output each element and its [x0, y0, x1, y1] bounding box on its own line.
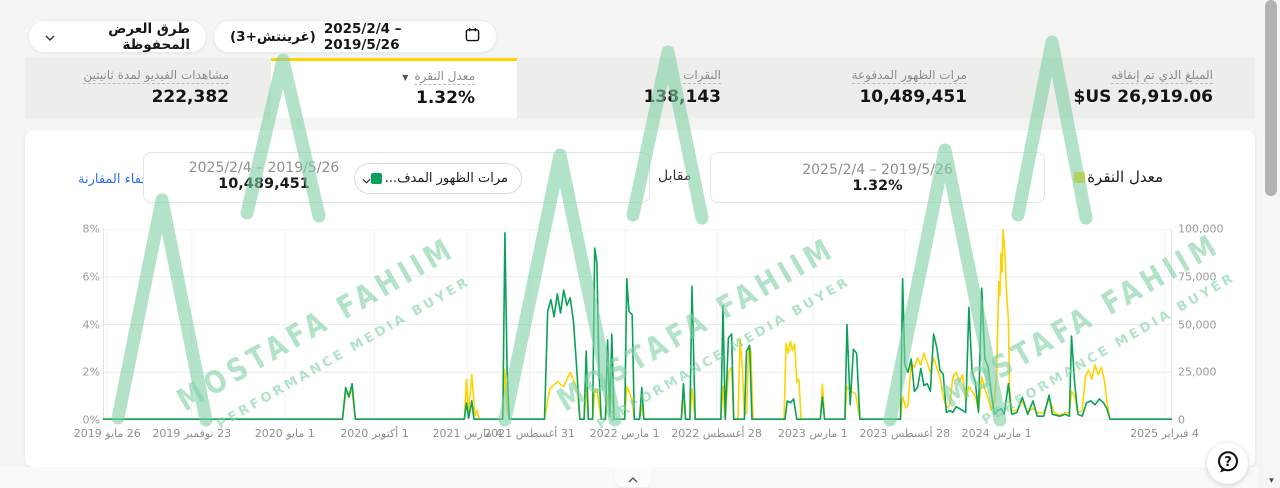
chevron-up-icon [628, 468, 638, 487]
secondary-date-label: 2025/2/4 – 2019/5/26 [802, 161, 953, 178]
date-range-label: 2025/2/4 – 2019/5/26 [323, 20, 402, 53]
right-axis-tick: 50,000 [1178, 318, 1217, 331]
right-axis-tick: 0 [1178, 413, 1185, 427]
metric-label: المبلغ الذي تم إنفاقه [1111, 68, 1213, 84]
primary-series-box: 2025/2/4 – 2019/5/26 10,489,451 مرات الظ… [143, 152, 650, 203]
calendar-icon [465, 27, 480, 46]
question-bubble-icon: ? [1215, 449, 1241, 479]
left-axis-tick: 2% [82, 365, 100, 379]
metrics-strip: المبلغ الذي تم إنفاقه $US 26,919.06 مرات ا… [25, 58, 1255, 118]
versus-label: مقابل [658, 168, 692, 184]
metric-label: مرات الظهور المدفوعة [851, 68, 967, 84]
left-axis-tick: 8% [82, 222, 100, 236]
x-axis-label: 26 مايو 2019 [73, 427, 141, 440]
right-axis-tick: 75,000 [1178, 270, 1217, 284]
right-axis-tick: 25,000 [1178, 365, 1217, 379]
date-range-picker[interactable]: 2025/2/4 – 2019/5/26 (غرينتش+3) [213, 20, 497, 53]
metric-value: 138,143 [643, 87, 721, 107]
metric-value: 10,489,451 [859, 87, 967, 107]
x-axis-label: 1 مارس 2023 [777, 427, 848, 440]
secondary-series-legend: معدل النقرة [1074, 168, 1163, 186]
metric-caret-icon: ▼ [402, 72, 409, 82]
primary-metric-dropdown[interactable]: مرات الظهور المدف... [354, 163, 522, 194]
chevron-down-icon [362, 169, 371, 188]
metric-label: معدل النقرة [414, 69, 475, 85]
chevron-down-icon [45, 29, 55, 45]
secondary-value: 1.32% [852, 177, 903, 194]
x-axis-label: 4 فبراير 2025 [1130, 427, 1199, 440]
x-axis-label: 28 أغسطس 2022 [671, 427, 762, 440]
x-axis-label: 1 أكتوبر 2020 [340, 427, 409, 440]
chart-card: إخفاء المقارنة 2025/2/4 – 2019/5/26 10,4… [25, 130, 1255, 467]
x-axis-label: 31 أغسطس 2021 [484, 427, 575, 440]
scrollbar-thumb[interactable] [1265, 0, 1277, 196]
left-axis-tick: 6% [82, 270, 100, 284]
metric-value: 1.32% [416, 88, 475, 108]
secondary-series-color-swatch [1074, 171, 1086, 183]
x-axis-label: 28 أغسطس 2023 [859, 427, 951, 440]
x-axis-label: 23 نوفمبر 2019 [152, 427, 232, 440]
primary-series-color-swatch [370, 173, 382, 184]
right-axis-tick: 100,000 [1178, 222, 1224, 236]
timezone-label: (غرينتش+3) [230, 28, 316, 45]
x-axis-label: 1 مارس 2022 [589, 427, 660, 440]
primary-metric-label: مرات الظهور المدف... [384, 171, 508, 186]
metric-label: النقرات [683, 68, 721, 84]
scrollbar[interactable]: ▾ [1263, 0, 1280, 488]
primary-date-label: 2025/2/4 – 2019/5/26 [188, 160, 340, 176]
metric-value: 222,382 [151, 87, 229, 107]
secondary-metric-label: معدل النقرة [1087, 168, 1163, 186]
hide-comparison-link[interactable]: إخفاء المقارنة [78, 172, 153, 187]
left-axis-tick: 4% [82, 318, 100, 331]
collapse-chart-button[interactable] [615, 467, 651, 487]
primary-date-range: 2025/2/4 – 2019/5/26 10,489,451 [179, 160, 349, 192]
saved-views-label: طرق العرض المحفوظة [108, 20, 190, 53]
metric-card-4[interactable]: مشاهدات الفيديو لمدة ثانيتين 222,382 [25, 58, 271, 118]
saved-views-dropdown[interactable]: طرق العرض المحفوظة [28, 20, 207, 53]
time-series-chart[interactable] [103, 229, 1172, 420]
x-axis-label: 4 مارس 2021 [432, 427, 503, 440]
svg-text:?: ? [1224, 454, 1232, 469]
help-button[interactable]: ? [1207, 443, 1248, 484]
x-axis-label: 1 مارس 2024 [961, 427, 1032, 440]
metric-card-3[interactable]: معدل النقرة ▼ 1.32% [271, 58, 517, 118]
metric-card-1[interactable]: مرات الظهور المدفوعة 10,489,451 [763, 58, 1009, 118]
secondary-series-box: 2025/2/4 – 2019/5/26 1.32% [710, 152, 1045, 203]
scroll-down-arrow-icon[interactable]: ▾ [1269, 476, 1274, 486]
primary-value: 10,489,451 [218, 176, 310, 192]
metric-label: مشاهدات الفيديو لمدة ثانيتين [83, 68, 229, 84]
metric-card-2[interactable]: النقرات 138,143 [517, 58, 763, 118]
left-axis-tick: 0% [82, 413, 100, 427]
metric-value: $US 26,919.06 [1073, 87, 1213, 107]
metric-card-0[interactable]: المبلغ الذي تم إنفاقه $US 26,919.06 [1009, 58, 1255, 118]
x-axis-label: 1 مايو 2020 [254, 427, 315, 440]
